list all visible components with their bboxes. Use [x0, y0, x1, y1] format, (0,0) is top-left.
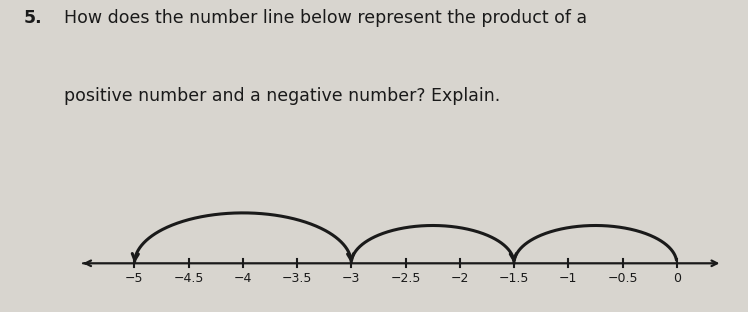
- Text: 5.: 5.: [24, 9, 43, 27]
- Text: 0: 0: [672, 272, 681, 285]
- Text: −2: −2: [450, 272, 469, 285]
- Text: −3: −3: [342, 272, 361, 285]
- Text: −2.5: −2.5: [390, 272, 421, 285]
- Text: −4.5: −4.5: [174, 272, 204, 285]
- Text: −5: −5: [125, 272, 144, 285]
- Text: −1: −1: [559, 272, 577, 285]
- Text: −4: −4: [233, 272, 252, 285]
- Text: −0.5: −0.5: [607, 272, 638, 285]
- Text: positive number and a negative number? Explain.: positive number and a negative number? E…: [64, 87, 500, 105]
- Text: −3.5: −3.5: [282, 272, 313, 285]
- Text: How does the number line below represent the product of a: How does the number line below represent…: [64, 9, 586, 27]
- Text: −1.5: −1.5: [499, 272, 530, 285]
